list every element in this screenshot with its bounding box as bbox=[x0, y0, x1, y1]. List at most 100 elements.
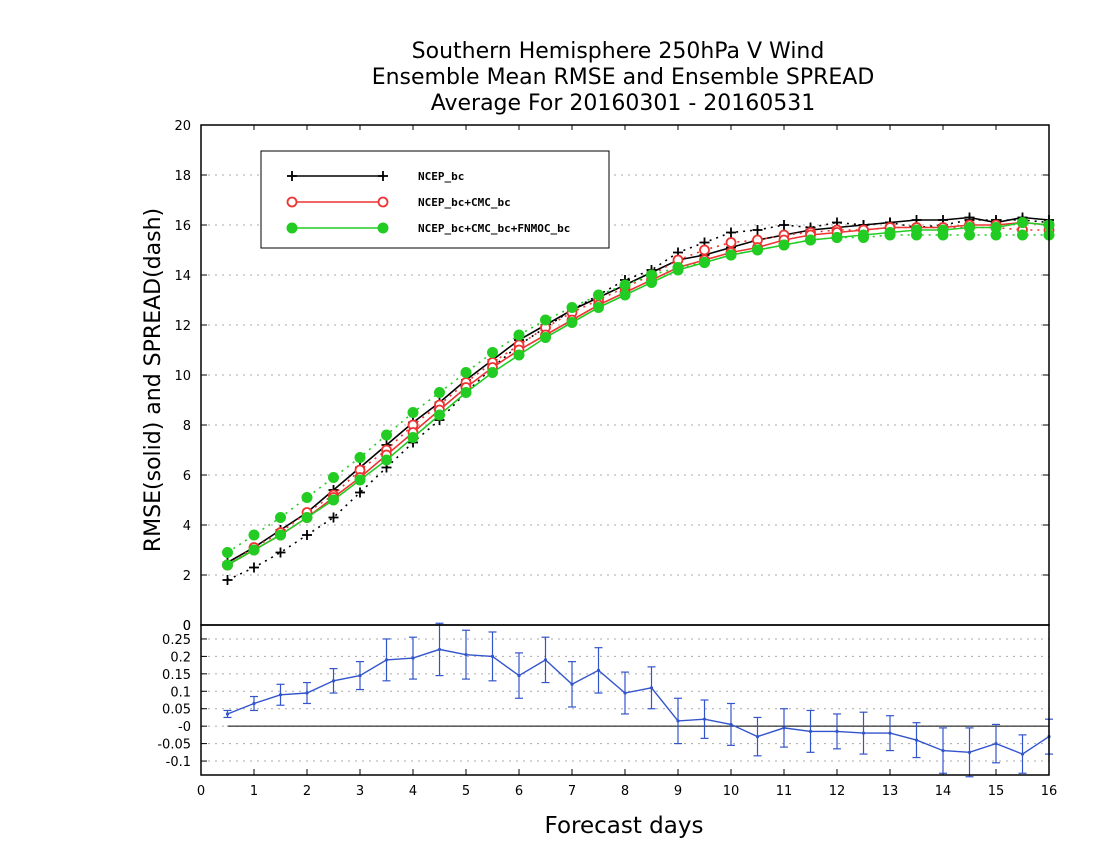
y-tick-label: 18 bbox=[174, 169, 191, 184]
legend-marker-start bbox=[286, 196, 298, 208]
title-line-2: Ensemble Mean RMSE and Ensemble SPREAD bbox=[372, 65, 875, 90]
x-axis-label: Forecast days bbox=[545, 813, 704, 839]
rmse-point-ncep-bc-cmc-bc-fnmoc-bc bbox=[619, 289, 631, 301]
spread-point-ncep-bc-cmc-bc-fnmoc-bc bbox=[407, 407, 419, 418]
legend: NCEP_bc NCEP_bc+CMC_bc NCEP_bc+CMC_bc+FNMO… bbox=[260, 150, 610, 249]
difference-line bbox=[227, 648, 1050, 755]
difference-point bbox=[252, 701, 256, 706]
difference-point bbox=[941, 748, 945, 753]
spread-point-ncep-bc bbox=[222, 575, 233, 585]
difference-point bbox=[676, 719, 680, 723]
spread-point-ncep-bc-cmc-bc-fnmoc-bc bbox=[328, 472, 339, 483]
legend-marker-end bbox=[377, 196, 389, 208]
difference-point bbox=[782, 726, 786, 730]
rmse-point-ncep-bc-cmc-bc-fnmoc-bc bbox=[460, 387, 472, 398]
spread-point-ncep-bc bbox=[779, 220, 789, 230]
spread-point-ncep-bc-cmc-bc-fnmoc-bc bbox=[593, 289, 604, 301]
spread-point-ncep-bc bbox=[752, 225, 763, 235]
rmse-point-ncep-bc-cmc-bc-fnmoc-bc bbox=[805, 234, 816, 246]
spread-point-ncep-bc bbox=[275, 547, 286, 558]
difference-point bbox=[305, 691, 309, 695]
x-tick-label: 5 bbox=[462, 784, 470, 799]
difference-point bbox=[649, 686, 654, 690]
x-tick-label: 6 bbox=[515, 784, 523, 799]
difference-point bbox=[808, 729, 813, 733]
difference-point bbox=[861, 731, 866, 735]
spread-line-ncep-bc bbox=[227, 219, 1050, 581]
y-tick-label: 10 bbox=[174, 369, 191, 384]
x-tick-label: 14 bbox=[935, 784, 952, 799]
spread-point-ncep-bc bbox=[328, 512, 339, 523]
difference-point bbox=[967, 750, 972, 754]
spread-point-ncep-bc-cmc-bc-fnmoc-bc bbox=[381, 429, 392, 441]
y-tick-label: 12 bbox=[174, 319, 191, 334]
rmse-point-ncep-bc-cmc-bc-fnmoc-bc bbox=[566, 317, 578, 328]
difference-point bbox=[437, 647, 442, 652]
y-tick-label: 4 bbox=[183, 519, 191, 534]
spread-point-ncep-bc-cmc-bc-fnmoc-bc bbox=[460, 367, 472, 378]
difference-point bbox=[729, 722, 733, 727]
legend-marker-start bbox=[287, 171, 297, 181]
difference-point bbox=[358, 673, 362, 678]
difference-point bbox=[570, 682, 574, 686]
rmse-point-ncep-bc-cmc-bc-fnmoc-bc bbox=[540, 332, 551, 343]
difference-point bbox=[411, 656, 415, 660]
x-tick-label: 15 bbox=[988, 784, 1005, 799]
difference-point bbox=[517, 673, 521, 678]
spread-point-ncep-bc-cmc-bc-fnmoc-bc bbox=[301, 492, 313, 503]
y-tick-label: 2 bbox=[183, 569, 191, 584]
difference-point bbox=[596, 668, 601, 672]
rmse-point-ncep-bc-cmc-bc-fnmoc-bc bbox=[1017, 217, 1028, 228]
y-axis-label: RMSE(solid) and SPREAD(dash) bbox=[141, 208, 166, 552]
rmse-point-ncep-bc-cmc-bc-fnmoc-bc bbox=[487, 367, 498, 378]
rmse-line-ncep-bc-cmc-bc bbox=[227, 221, 1050, 566]
difference-point bbox=[994, 742, 998, 746]
spread-point-ncep-bc-cmc-bc-fnmoc-bc bbox=[222, 547, 233, 558]
y-tick-label: 14 bbox=[174, 269, 191, 284]
spread-point-ncep-bc-cmc-bc-fnmoc-bc bbox=[275, 512, 286, 523]
spread-point-ncep-bc-cmc-bc-fnmoc-bc bbox=[1017, 229, 1028, 241]
spread-point-ncep-bc-cmc-bc-fnmoc-bc bbox=[487, 347, 498, 358]
rmse-point-ncep-bc-cmc-bc-fnmoc-bc bbox=[858, 229, 869, 241]
x-tick-label: 3 bbox=[356, 784, 364, 799]
rmse-point-ncep-bc-cmc-bc-fnmoc-bc bbox=[937, 224, 949, 236]
legend-label: NCEP_bc bbox=[418, 170, 464, 183]
difference-point bbox=[914, 738, 919, 742]
x-tick-label: 2 bbox=[303, 784, 311, 799]
x-tick-label: 10 bbox=[723, 784, 740, 799]
difference-point bbox=[490, 654, 495, 658]
rmse-point-ncep-bc-cmc-bc-fnmoc-bc bbox=[778, 239, 790, 251]
difference-point bbox=[278, 693, 283, 697]
x-tick-label: 12 bbox=[829, 784, 846, 799]
y-tick-label: 0 bbox=[183, 619, 191, 634]
rmse-point-ncep-bc-cmc-bc-fnmoc-bc bbox=[354, 474, 366, 486]
y-tick-label: 16 bbox=[174, 219, 191, 234]
difference-point bbox=[464, 653, 468, 657]
legend-marker-end bbox=[378, 171, 388, 181]
spread-point-ncep-bc-cmc-bc-fnmoc-bc bbox=[619, 279, 631, 291]
bottom-plot-frame bbox=[200, 624, 1050, 776]
rmse-line-ncep-bc-cmc-bc-fnmoc-bc bbox=[227, 221, 1050, 566]
rmse-point-ncep-bc-cmc-bc-fnmoc-bc bbox=[248, 544, 260, 556]
rmse-point-ncep-bc-cmc-bc-fnmoc-bc bbox=[911, 224, 922, 236]
y-tick-label: 0.2 bbox=[170, 650, 191, 665]
rmse-point-ncep-bc-cmc-bc-fnmoc-bc bbox=[699, 257, 710, 268]
x-tick-label: 11 bbox=[776, 784, 793, 799]
rmse-point-ncep-bc-cmc-bc-fnmoc-bc bbox=[407, 432, 419, 443]
rmse-point-ncep-bc-cmc-bc-fnmoc-bc bbox=[831, 232, 843, 243]
spread-point-ncep-bc-cmc-bc bbox=[725, 237, 737, 248]
title-line-3: Average For 20160301 - 20160531 bbox=[431, 91, 816, 116]
rmse-point-ncep-bc-cmc-bc-fnmoc-bc bbox=[513, 349, 525, 361]
legend-label: NCEP_bc+CMC_bc+FNMOC_bc bbox=[418, 222, 570, 235]
legend-marker-start bbox=[286, 222, 298, 234]
y-tick-label: 6 bbox=[183, 469, 191, 484]
rmse-point-ncep-bc-cmc-bc-fnmoc-bc bbox=[990, 222, 1002, 233]
x-tick-label: 13 bbox=[882, 784, 899, 799]
legend-box bbox=[260, 150, 610, 249]
rmse-point-ncep-bc-cmc-bc-fnmoc-bc bbox=[275, 529, 286, 541]
rmse-point-ncep-bc-cmc-bc-fnmoc-bc bbox=[646, 277, 657, 288]
x-tick-label: 16 bbox=[1041, 784, 1058, 799]
rmse-point-ncep-bc-cmc-bc-fnmoc-bc bbox=[434, 409, 445, 421]
